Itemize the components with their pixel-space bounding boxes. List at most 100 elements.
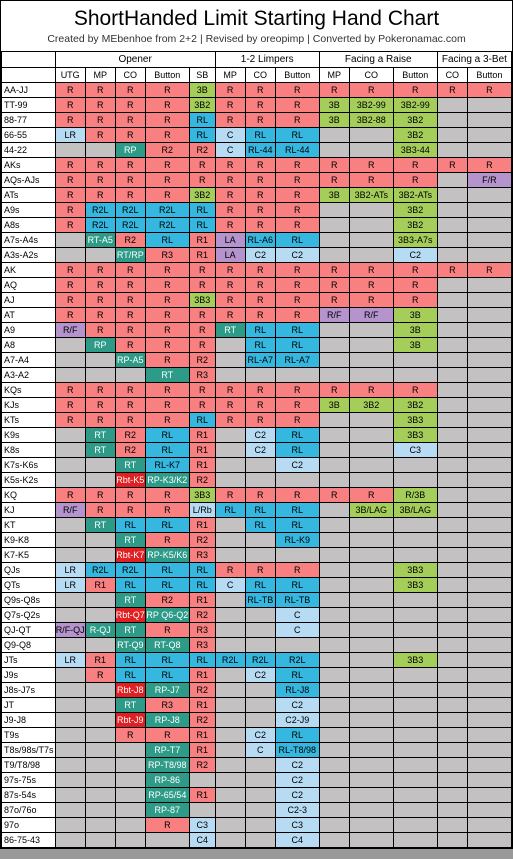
cell — [349, 698, 393, 713]
cell: C3 — [189, 818, 215, 833]
cell — [437, 548, 467, 563]
cell: R — [55, 308, 85, 323]
cell: C — [215, 578, 245, 593]
table-row: J9-J8Rbt-J9RP-J8R2C2-J9 — [2, 713, 512, 728]
cell — [467, 323, 511, 338]
cell — [55, 818, 85, 833]
cell: RT — [115, 698, 145, 713]
cell: RL-K9 — [275, 533, 319, 548]
cell: R2 — [189, 758, 215, 773]
cell — [437, 278, 467, 293]
cell: R — [145, 173, 189, 188]
cell: R — [85, 308, 115, 323]
cell: R — [319, 488, 349, 503]
col-header: UTG — [55, 68, 85, 83]
cell: R — [215, 173, 245, 188]
cell: R — [215, 383, 245, 398]
hand-label: K9s — [2, 428, 56, 443]
cell — [215, 623, 245, 638]
cell — [215, 548, 245, 563]
cell — [393, 353, 437, 368]
cell — [437, 128, 467, 143]
cell: R1 — [189, 518, 215, 533]
cell — [467, 563, 511, 578]
cell: R — [85, 173, 115, 188]
cell — [393, 818, 437, 833]
cell: R — [215, 158, 245, 173]
cell: R — [393, 83, 437, 98]
cell: R — [349, 263, 393, 278]
col-group: Facing a Raise — [319, 52, 437, 68]
cell: RT — [115, 593, 145, 608]
cell: R — [245, 188, 275, 203]
cell — [467, 248, 511, 263]
cell — [349, 803, 393, 818]
table-row: JTRTR3R1C2 — [2, 698, 512, 713]
cell: R — [145, 158, 189, 173]
cell: R2 — [145, 593, 189, 608]
hand-label: A8s — [2, 218, 56, 233]
cell: RL — [275, 578, 319, 593]
cell — [393, 728, 437, 743]
cell — [55, 698, 85, 713]
cell — [85, 758, 115, 773]
cell — [467, 623, 511, 638]
cell — [393, 788, 437, 803]
cell: RL-A6 — [245, 233, 275, 248]
cell: LR — [55, 563, 85, 578]
cell — [393, 623, 437, 638]
cell: R — [85, 293, 115, 308]
cell — [467, 473, 511, 488]
cell — [85, 473, 115, 488]
cell: R — [215, 188, 245, 203]
cell: R — [215, 278, 245, 293]
cell — [245, 683, 275, 698]
cell — [55, 758, 85, 773]
cell — [319, 803, 349, 818]
cell — [215, 668, 245, 683]
cell — [319, 143, 349, 158]
cell — [437, 758, 467, 773]
cell: RT/RP — [115, 248, 145, 263]
cell: R2L — [215, 653, 245, 668]
cell — [467, 518, 511, 533]
cell: R — [115, 503, 145, 518]
cell — [319, 563, 349, 578]
cell — [437, 743, 467, 758]
table-body: AA-JJRRRR3BRRRRRRRRTT-99RRRR3B2RRR3B3B2-… — [2, 83, 512, 848]
hand-label: T8s/98s/T7s — [2, 743, 56, 758]
cell — [55, 683, 85, 698]
table-row: J9sRRLRLR1C2RL — [2, 668, 512, 683]
cell: R — [85, 488, 115, 503]
cell — [319, 323, 349, 338]
cell — [55, 428, 85, 443]
cell — [85, 833, 115, 848]
cell: R — [245, 83, 275, 98]
cell — [467, 128, 511, 143]
cell — [467, 713, 511, 728]
col-group: Opener — [55, 52, 215, 68]
cell: RL — [145, 233, 189, 248]
cell: C2 — [245, 248, 275, 263]
cell — [349, 608, 393, 623]
cell: R — [275, 203, 319, 218]
cell — [145, 833, 189, 848]
cell — [349, 518, 393, 533]
cell — [349, 323, 393, 338]
cell: R — [85, 278, 115, 293]
cell: R — [145, 398, 189, 413]
cell: 3B2 — [189, 98, 215, 113]
cell: R — [145, 293, 189, 308]
cell: RL — [145, 518, 189, 533]
cell: R — [145, 338, 189, 353]
cell — [85, 728, 115, 743]
cell: R — [245, 488, 275, 503]
cell: C — [215, 128, 245, 143]
hand-label: A7s-A4s — [2, 233, 56, 248]
cell: R — [115, 383, 145, 398]
cell: R — [115, 83, 145, 98]
cell: R — [319, 383, 349, 398]
hand-label: KQ — [2, 488, 56, 503]
cell — [437, 578, 467, 593]
cell: C3 — [275, 818, 319, 833]
